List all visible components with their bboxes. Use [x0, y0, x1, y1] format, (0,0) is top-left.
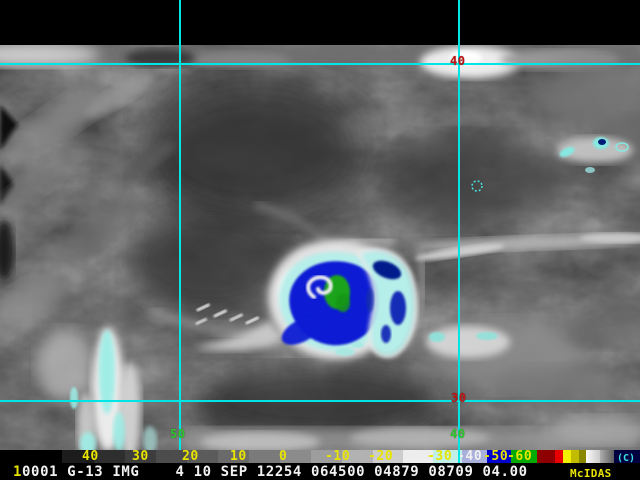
status-line: 10001 G-13 IMG 4 10 SEP 12254 064500 048…: [0, 463, 640, 480]
colorbar-segment: [586, 450, 600, 463]
left-edge-dark-wedges: [0, 105, 18, 280]
bottom-cloud-strip: [185, 416, 640, 450]
colorbar-tick-label: -20: [368, 450, 394, 463]
colorbar-segment: [403, 450, 433, 463]
colorbar-tick-label: -30: [427, 450, 453, 463]
colorbar-segment: [218, 450, 249, 463]
feeder-band-cold-patches: [366, 260, 406, 343]
colorbar-segment: [555, 450, 563, 463]
colorbar-segment: [537, 450, 555, 463]
colorbar-segment: [462, 450, 487, 463]
copyright-label: (C): [617, 453, 636, 463]
colorbar-segment: [487, 450, 511, 463]
northeast-cloud-deck: [530, 60, 640, 173]
colorbar-segment: [94, 450, 125, 463]
colorbar-tick-label: -10: [325, 450, 351, 463]
colorbar-tick-label: 10: [230, 450, 247, 463]
colorbar-tick-label: 30: [132, 450, 149, 463]
dark-ocean-patches: [130, 80, 560, 435]
colorbar-segment: [563, 450, 571, 463]
east-west-cloud-band: [415, 233, 640, 260]
satellite-image-canvas: [0, 45, 640, 450]
colorbar-segment: [187, 450, 218, 463]
colorbar-segment: [373, 450, 403, 463]
colorbar-segment: [280, 450, 311, 463]
colorbar-segment: [0, 450, 62, 463]
colorbar-segment: [600, 450, 614, 463]
satellite-image[interactable]: [0, 45, 640, 450]
colorbar-tick-label: 20: [182, 450, 199, 463]
southeast-cloud-deck: [420, 312, 640, 405]
colorbar-tick-label: -60: [507, 450, 533, 463]
southwest-convective-streaks: [37, 328, 157, 450]
colorbar-segment: [571, 450, 579, 463]
colorbar-segment: [342, 450, 373, 463]
colorbar-segment: [614, 450, 640, 463]
west-cloud-streaks: [0, 73, 175, 327]
colorbar-tick-label: 40: [82, 450, 99, 463]
colorbar-segment: [311, 450, 342, 463]
observation-ring: [471, 180, 483, 192]
image-id-label: 0001 G-13 IMG 4 10 SEP 12254 064500 0487…: [22, 464, 528, 480]
temperature-colorbar: 40 30 20 10 0 -10 -20 -30 -40 -50 -60 (C): [0, 450, 640, 463]
frame-number: 1: [13, 464, 23, 480]
colorbar-segment: [62, 450, 94, 463]
colorbar-segment: [249, 450, 280, 463]
top-margin-bar: [0, 0, 640, 45]
image-info-text: 10001 G-13 IMG 4 10 SEP 12254 064500 048…: [13, 464, 528, 480]
colorbar-tick-label: 0: [279, 450, 288, 463]
colorbar-segment: [511, 450, 537, 463]
eye-swirl: [306, 275, 333, 299]
colorbar-segment: [156, 450, 187, 463]
colorbar-segment: [125, 450, 156, 463]
colorbar-segments: 40 30 20 10 0 -10 -20 -30 -40 -50 -60 (C): [0, 450, 640, 463]
mcidas-brand-label: McIDAS: [570, 467, 612, 480]
colorbar-tick-label: -50: [483, 450, 509, 463]
colorbar-tick-label: -40: [457, 450, 483, 463]
colorbar-segment: [433, 450, 462, 463]
tropical-cyclone: [192, 240, 418, 360]
colorbar-segment: [579, 450, 586, 463]
